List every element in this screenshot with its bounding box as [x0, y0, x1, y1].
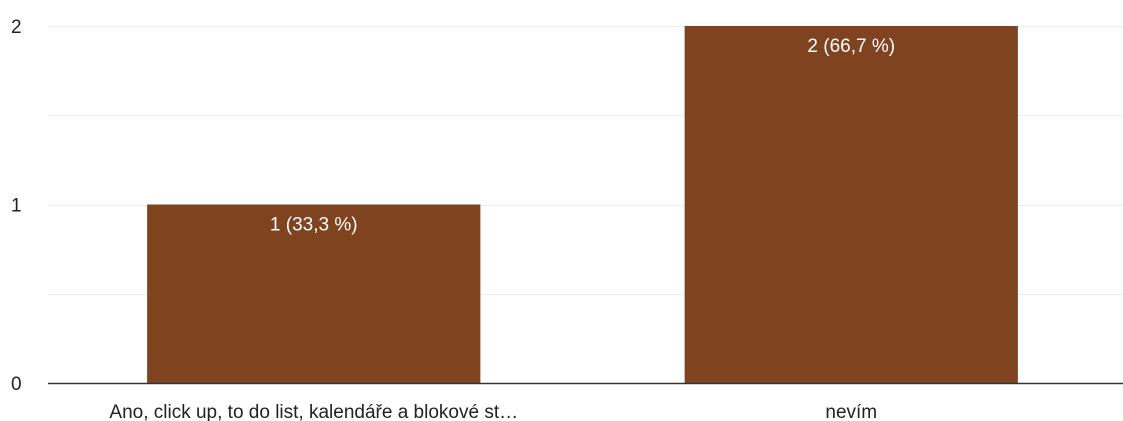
bars: [147, 26, 1018, 383]
bar-data-label: 2 (66,7 %): [807, 36, 895, 57]
y-tick-label: 2: [11, 17, 22, 38]
category-labels: Ano, click up, to do list, kalendáře a b…: [109, 402, 877, 421]
category-label: Ano, click up, to do list, kalendáře a b…: [109, 402, 518, 421]
y-tick-label: 0: [11, 374, 22, 395]
data-labels: 1 (33,3 %) 2 (66,7 %): [270, 36, 895, 236]
bar-data-label: 1 (33,3 %): [270, 215, 358, 236]
y-tick-label: 1: [11, 196, 22, 217]
bar: [147, 204, 481, 383]
bar: [684, 26, 1018, 383]
y-axis-ticks: 0 1 2: [11, 17, 22, 395]
category-label: nevím: [825, 402, 877, 421]
